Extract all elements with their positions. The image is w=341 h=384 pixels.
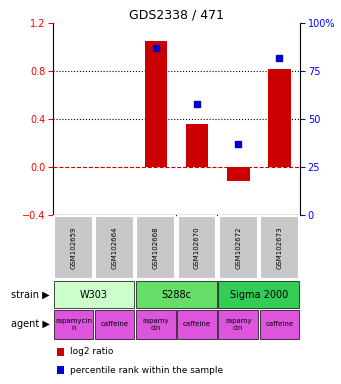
Bar [268,69,291,167]
Text: strain ▶: strain ▶ [11,290,49,300]
Text: caffeine: caffeine [101,321,129,328]
Text: caffeine: caffeine [183,321,211,328]
Text: GSM102668: GSM102668 [153,226,159,269]
Bar [54,216,93,279]
Bar [177,310,217,339]
Bar [136,281,217,308]
Text: Sigma 2000: Sigma 2000 [230,290,288,300]
Text: log2 ratio: log2 ratio [70,348,113,356]
Text: percentile rank within the sample: percentile rank within the sample [70,366,223,374]
Text: S288c: S288c [162,290,191,300]
Text: rapamycin
n: rapamycin n [55,318,92,331]
Text: GSM102672: GSM102672 [235,227,241,269]
Text: GSM102673: GSM102673 [277,226,282,269]
Bar [95,310,134,339]
Bar [57,366,64,374]
Bar [178,216,217,279]
Text: W303: W303 [80,290,108,300]
Text: agent ▶: agent ▶ [11,319,49,329]
Bar [219,281,299,308]
Text: GSM102664: GSM102664 [112,227,118,269]
Title: GDS2338 / 471: GDS2338 / 471 [129,9,224,22]
Text: rapamy
cin: rapamy cin [143,318,169,331]
Bar [260,216,299,279]
Bar [95,216,134,279]
Text: caffeine: caffeine [265,321,294,328]
Text: rapamy
cin: rapamy cin [225,318,252,331]
Bar [219,310,258,339]
Bar [145,41,167,167]
Bar [260,310,299,339]
Text: GSM102670: GSM102670 [194,226,200,269]
Bar [227,167,250,181]
Text: GSM102659: GSM102659 [71,227,76,269]
Bar [136,310,176,339]
Bar [54,281,134,308]
Bar [219,216,258,279]
Bar [54,310,93,339]
Bar [57,348,64,356]
Bar [136,216,175,279]
Bar [186,124,208,167]
